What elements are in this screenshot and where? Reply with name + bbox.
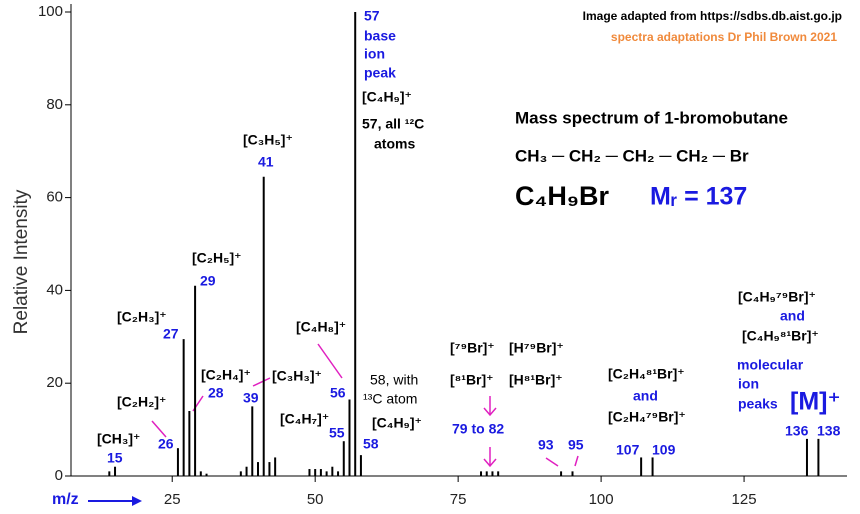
annotation: [C₂H₄⁷⁹Br]⁺ xyxy=(608,409,686,425)
annotation: [⁸¹Br]⁺ xyxy=(450,372,494,388)
pointer xyxy=(483,458,497,468)
annotation: [C₂H₃]⁺ xyxy=(117,309,167,325)
annotation: [M]⁺ xyxy=(790,388,841,416)
annotation: [C₂H₂]⁺ xyxy=(117,394,166,410)
y-tick-label: 20 xyxy=(46,374,63,391)
formula: CH₃ ─ CH₂ ─ CH₂ ─ CH₂ ─ Br xyxy=(515,146,749,165)
pointer xyxy=(252,377,271,387)
annotation: [H⁷⁹Br]⁺ xyxy=(509,340,564,356)
annotation: 58, with xyxy=(370,372,418,388)
axis-arrowhead xyxy=(132,496,142,506)
chart-title: Mass spectrum of 1-bromobutane xyxy=(515,108,788,127)
credit: spectra adaptations Dr Phil Brown 2021 xyxy=(611,30,837,44)
annotation: 79 to 82 xyxy=(452,421,504,437)
annotation: [H⁸¹Br]⁺ xyxy=(509,372,563,388)
y-tick-label: 80 xyxy=(46,96,63,113)
annotation: [C₃H₅]⁺ xyxy=(243,132,293,148)
x-tick-label: 100 xyxy=(589,491,614,508)
annotation: and xyxy=(780,308,805,324)
source: Image adapted from https://sdbs.db.aist.… xyxy=(583,9,842,23)
molar-mass: Mᵣ = 137 xyxy=(650,183,747,211)
annotation: [C₄H₉]⁺ xyxy=(372,415,422,431)
annotation: 26 xyxy=(158,436,174,452)
annotation: 107 xyxy=(616,442,640,458)
annotation: [C₄H₉⁷⁹Br]⁺ xyxy=(738,289,816,305)
annotation: 138 xyxy=(817,423,841,439)
annotation: 58 xyxy=(363,436,379,452)
molecular-formula: C₄H₉Br xyxy=(515,181,610,211)
annotation: ion xyxy=(738,376,759,392)
pointer xyxy=(545,457,559,467)
annotation: peak xyxy=(364,65,396,81)
annotation: [C₄H₇]⁺ xyxy=(280,411,329,427)
annotation: ion xyxy=(364,46,385,62)
annotation: 56 xyxy=(330,385,346,401)
y-tick-label: 100 xyxy=(38,3,63,20)
annotation: 55 xyxy=(329,425,345,441)
annotation: [C₄H₉]⁺ xyxy=(362,89,412,105)
pointer xyxy=(151,420,167,438)
annotation: ¹³C atom xyxy=(363,391,417,407)
annotation: 39 xyxy=(243,390,259,406)
annotation: atoms xyxy=(374,136,415,152)
y-tick-label: 60 xyxy=(46,189,63,206)
y-tick-label: 0 xyxy=(55,467,63,484)
annotation: 57 xyxy=(364,8,380,24)
annotation: 93 xyxy=(538,437,554,453)
annotation: peaks xyxy=(738,396,778,412)
x-axis-label: m/z xyxy=(52,491,79,508)
pointer xyxy=(483,407,497,417)
annotation: 15 xyxy=(107,450,123,466)
annotation: [⁷⁹Br]⁺ xyxy=(450,340,495,356)
x-tick-label: 50 xyxy=(307,491,324,508)
annotation: base xyxy=(364,28,396,44)
annotation: 41 xyxy=(258,154,274,170)
pointer xyxy=(574,455,579,467)
annotation: 29 xyxy=(200,273,216,289)
pointer xyxy=(317,343,343,379)
annotation: [C₂H₅]⁺ xyxy=(192,250,242,266)
annotation: 57, all ¹²C xyxy=(362,116,424,132)
annotation: [C₂H₄⁸¹Br]⁺ xyxy=(608,366,685,382)
annotation: 136 xyxy=(785,423,809,439)
annotation: [C₄H₉⁸¹Br]⁺ xyxy=(742,328,819,344)
annotation: and xyxy=(633,388,658,404)
annotation: 109 xyxy=(652,442,676,458)
annotation: 28 xyxy=(208,385,224,401)
x-tick-label: 125 xyxy=(732,491,757,508)
y-axis-label: Relative Intensity xyxy=(11,189,32,334)
annotation: [C₃H₃]⁺ xyxy=(272,368,322,384)
annotation: [C₄H₈]⁺ xyxy=(296,319,346,335)
annotation: [C₂H₄]⁺ xyxy=(201,367,251,383)
annotation: [CH₃]⁺ xyxy=(97,431,140,447)
y-tick-label: 40 xyxy=(46,281,63,298)
annotation: molecular xyxy=(737,357,804,373)
x-tick-label: 25 xyxy=(164,491,181,508)
annotation: 95 xyxy=(568,437,584,453)
x-tick-label: 75 xyxy=(450,491,467,508)
annotation: 27 xyxy=(163,326,179,342)
